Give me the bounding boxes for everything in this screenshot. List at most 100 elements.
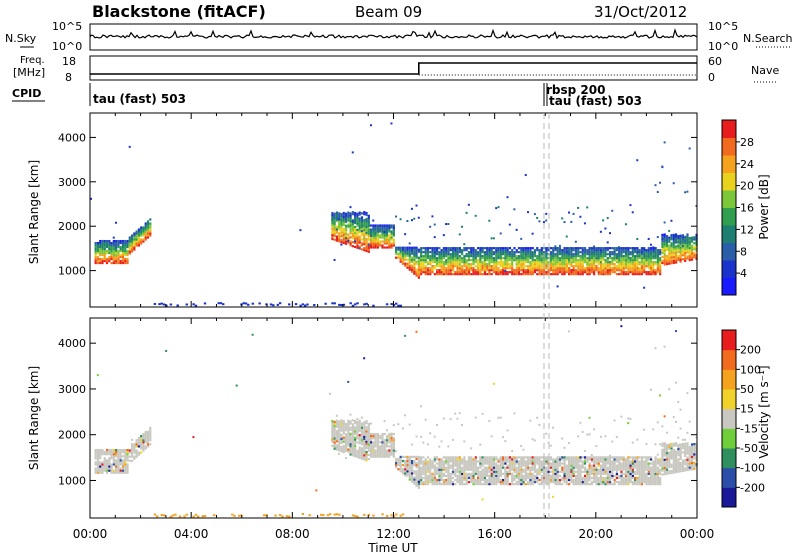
echo-cell <box>538 456 541 459</box>
echo-cell <box>549 458 553 461</box>
echo-cell <box>613 460 616 463</box>
echo-cell <box>340 450 343 453</box>
echo-cell <box>404 252 407 255</box>
echo-cell <box>388 453 391 456</box>
echo-cell <box>344 242 348 245</box>
echo-cell <box>599 474 603 478</box>
echo-cell <box>688 452 691 455</box>
echo-cell <box>508 470 512 473</box>
echo-cell <box>565 474 568 478</box>
echo-cell <box>456 466 459 469</box>
echo-cell <box>572 257 575 260</box>
echo-cell <box>422 456 425 459</box>
echo-cell <box>549 265 553 268</box>
echo-cell <box>472 462 475 465</box>
echo-cell <box>488 261 491 264</box>
echo-cell <box>538 483 541 486</box>
echo-cell <box>515 458 518 461</box>
echo-cell <box>117 251 120 255</box>
echo-cell <box>454 468 457 471</box>
echo-cell <box>338 238 341 241</box>
echo-cell <box>404 472 407 475</box>
echo-cell <box>367 228 370 231</box>
echo-cell <box>668 455 671 458</box>
echo-cell <box>579 483 582 486</box>
echo-cell <box>99 467 102 470</box>
echo-cell <box>674 247 678 250</box>
echo-cell <box>527 472 530 475</box>
echo-cell <box>363 235 366 238</box>
echo-cell <box>342 221 345 225</box>
echo-cell <box>247 303 250 306</box>
echo-cell <box>599 483 603 486</box>
echo-cell <box>445 483 448 486</box>
echo-cell <box>486 269 489 272</box>
echo-cell <box>515 468 518 471</box>
echo-cell <box>442 265 446 268</box>
echo-cell <box>690 447 694 450</box>
echo-cell <box>652 472 655 475</box>
echo-cell <box>579 458 582 461</box>
echo-cell <box>379 449 382 452</box>
echo-cell <box>429 267 432 270</box>
echo-cell <box>615 259 619 262</box>
echo-cell <box>597 255 600 258</box>
echo-cell <box>426 257 430 260</box>
echo-cell <box>681 447 685 450</box>
echo-cell <box>347 442 350 445</box>
echo-cell <box>486 474 489 478</box>
echo-cell <box>681 463 685 466</box>
echo-cell <box>128 455 131 458</box>
echo-cell <box>624 460 628 463</box>
echo-cell <box>558 259 562 262</box>
echo-cell <box>356 236 359 239</box>
echo-cell <box>392 242 395 245</box>
echo-cell <box>577 460 580 463</box>
echo-cell <box>124 245 127 249</box>
echo-cell <box>140 240 143 243</box>
echo-cell <box>354 211 357 215</box>
echo-cell <box>465 466 468 469</box>
echo-cell <box>552 458 555 461</box>
echo-cell <box>342 233 345 237</box>
echo-cell <box>529 271 532 274</box>
echo-cell <box>654 184 657 187</box>
echo-cell <box>103 251 106 255</box>
echo-cell <box>420 460 423 463</box>
cpid-entry-1: tau (fast) 503 <box>93 92 186 106</box>
echo-cell <box>563 257 566 260</box>
echo-cell <box>363 221 366 224</box>
echo-cell <box>445 263 448 266</box>
echo-cell <box>634 273 637 276</box>
echo-cell <box>515 249 518 252</box>
echo-cell <box>408 461 411 465</box>
echo-cell <box>381 244 384 247</box>
echo-cell <box>365 420 368 423</box>
echo-cell <box>636 238 639 241</box>
echo-cell <box>124 259 127 263</box>
echo-cell <box>631 265 634 268</box>
echo-cell <box>647 253 650 256</box>
echo-cell <box>638 462 641 465</box>
echo-cell <box>495 267 498 270</box>
echo-cell <box>360 212 364 215</box>
echo-cell <box>645 251 648 254</box>
echo-cell <box>488 253 491 256</box>
echo-cell <box>561 249 564 252</box>
echo-cell <box>533 468 537 471</box>
echo-cell <box>492 237 495 240</box>
echo-cell <box>656 253 659 256</box>
echo-cell <box>344 433 348 436</box>
echo-cell <box>342 432 345 435</box>
echo-cell <box>404 264 407 267</box>
echo-cell <box>604 253 607 256</box>
echo-cell <box>338 240 341 243</box>
echo-cell <box>561 466 564 469</box>
echo-cell <box>611 460 614 463</box>
echo-cell <box>404 470 407 473</box>
echo-cell <box>467 480 471 484</box>
echo-cell <box>502 253 505 256</box>
y-tick-label: 4000 <box>58 131 86 144</box>
echo-cell <box>420 265 423 268</box>
echo-cell <box>583 483 587 486</box>
